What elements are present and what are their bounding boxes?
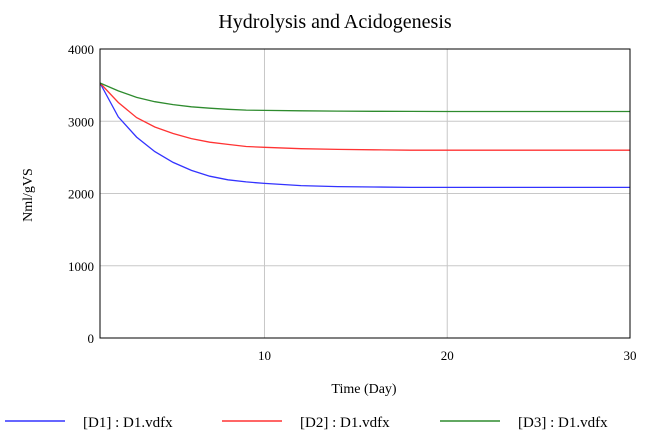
plot-frame: [99, 48, 631, 339]
series-lines: [99, 82, 630, 189]
legend: [D1] : D1.vdfx [D2] : D1.vdfx [D3] : D1.vd…: [5, 415, 608, 431]
x-tick-label: 10: [258, 348, 271, 363]
grid: [100, 49, 630, 338]
legend-label-d3: [D3] : D1.vdfx: [518, 415, 608, 431]
chart-title: Hydrolysis and Acidogenesis: [218, 11, 452, 33]
y-tick-label: 2000: [68, 187, 94, 202]
y-tick-label: 3000: [68, 114, 94, 129]
legend-label-d2: [D2] : D1.vdfx: [300, 415, 390, 431]
series-line-d3: [99, 82, 630, 113]
y-tick-label: 4000: [68, 42, 94, 57]
legend-label-d1: [D1] : D1.vdfx: [83, 415, 173, 431]
y-axis-label: Nml/gVS: [21, 168, 36, 222]
y-tick-label: 1000: [68, 259, 94, 274]
x-tick-label: 20: [441, 348, 454, 363]
series-line-d1: [99, 82, 630, 189]
series-line-d2: [99, 82, 630, 151]
x-axis-label: Time (Day): [331, 382, 397, 397]
tick-labels: 0 1000 2000 3000 4000 10 20 30: [68, 42, 637, 363]
y-tick-label: 0: [88, 331, 95, 346]
x-tick-label: 30: [624, 348, 637, 363]
